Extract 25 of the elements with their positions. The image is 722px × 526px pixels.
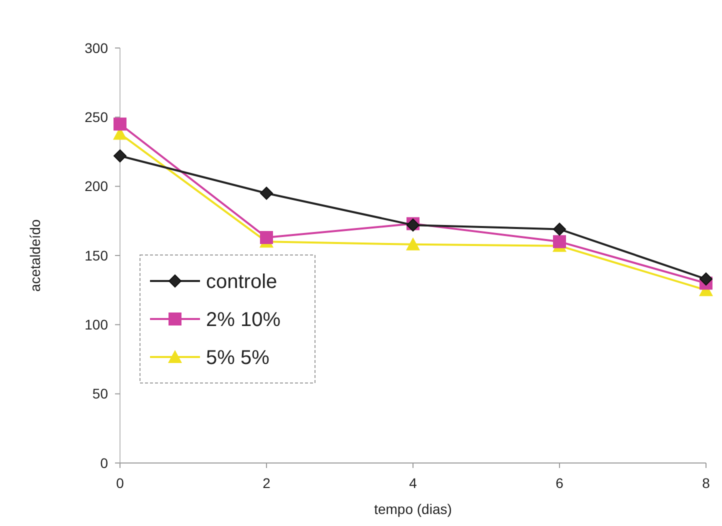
y-tick-label: 300 [84,40,108,56]
point [260,186,273,200]
y-tick-label: 50 [92,386,108,402]
y-tick-label: 200 [84,178,108,194]
y-tick-label: 250 [84,109,108,126]
legend-label: controle [206,271,278,293]
y-tick-label: 100 [84,316,108,333]
x-tick-label: 6 [556,475,564,491]
y-axis-title: acetaldeído [27,219,43,292]
point [406,237,420,250]
point [114,149,126,162]
x-tick-label: 8 [702,475,710,491]
point [700,272,712,286]
legend-label: 2% 10% [206,309,281,331]
x-tick-label: 2 [262,475,271,491]
point [553,222,566,236]
point [260,231,273,244]
x-axis-title: tempo (dias) [374,501,452,517]
x-tick-label: 4 [409,475,418,491]
point [114,118,126,131]
point [553,235,566,248]
y-tick-label: 150 [84,247,108,264]
x-tick-label: 0 [116,475,124,491]
y-tick-label: 0 [100,454,108,471]
legend-label: 5% 5% [206,347,270,369]
